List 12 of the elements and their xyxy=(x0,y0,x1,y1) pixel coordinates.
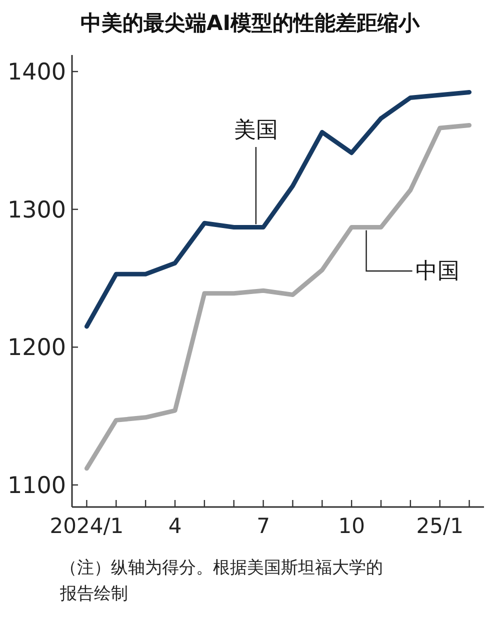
chart-title: 中美的最尖端AI模型的性能差距缩小 xyxy=(80,11,421,35)
x-tick-label: 25/1 xyxy=(416,514,464,538)
y-tick-label: 1100 xyxy=(7,472,66,499)
x-tick-label: 10 xyxy=(338,514,365,538)
text: （注）纵轴为得分。根据美国斯坦福大学的报告绘制 xyxy=(60,557,384,606)
x-tick-label: 4 xyxy=(168,514,182,538)
x-tick-label: 7 xyxy=(256,514,270,538)
x-tick-label: 2024/1 xyxy=(50,514,124,538)
series-label: 美国 xyxy=(234,118,278,143)
y-tick-label: 1200 xyxy=(7,335,66,362)
y-tick-label: 1300 xyxy=(7,197,66,224)
y-tick-label: 1400 xyxy=(7,60,66,86)
